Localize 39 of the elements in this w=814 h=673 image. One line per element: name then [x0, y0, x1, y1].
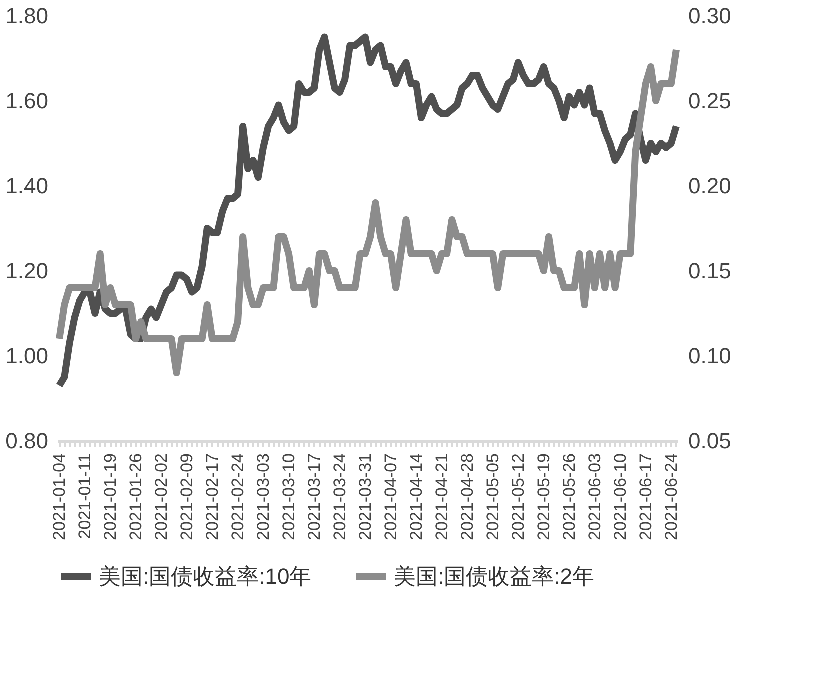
x-tick-label: 2021-06-10 — [610, 454, 630, 540]
y2-tick-label: 0.20 — [688, 174, 732, 198]
x-tick-label: 2021-03-17 — [304, 454, 324, 540]
y2-tick-label: 0.30 — [688, 4, 732, 28]
y-tick-label: 1.80 — [6, 4, 48, 28]
y2-tick-label: 0.10 — [688, 344, 732, 368]
y2-tick-label: 0.15 — [688, 258, 732, 284]
y-tick-label: 1.00 — [6, 344, 48, 368]
y-tick-label: 0.80 — [6, 428, 48, 454]
y-tick-label: 1.60 — [6, 88, 48, 114]
x-tick-label: 2021-03-03 — [254, 454, 273, 540]
x-tick-label: 2021-01-26 — [126, 454, 146, 540]
x-tick-label: 2021-02-02 — [152, 454, 172, 540]
y-tick-label: 1.40 — [6, 174, 48, 198]
x-tick-label: 2021-04-28 — [458, 454, 477, 540]
x-tick-label: 2021-01-19 — [101, 454, 120, 540]
x-tick-label: 2021-04-14 — [406, 454, 426, 540]
y2-tick-label: 0.05 — [688, 428, 732, 454]
x-tick-label: 2021-05-05 — [483, 454, 502, 540]
x-tick-label: 2021-06-24 — [662, 454, 681, 540]
x-tick-label: 2021-06-03 — [585, 454, 604, 540]
x-tick-label: 2021-01-04 — [50, 454, 70, 540]
x-tick-label: 2021-01-11 — [76, 454, 95, 540]
x-tick-label: 2021-04-07 — [381, 454, 400, 540]
x-tick-label: 2021-02-09 — [177, 454, 196, 540]
x-tick-label: 2021-02-24 — [228, 454, 248, 540]
x-tick-label: 2021-05-26 — [560, 454, 579, 540]
x-tick-label: 2021-03-24 — [330, 454, 350, 540]
y2-tick-label: 0.25 — [688, 88, 732, 114]
x-tick-label: 2021-02-17 — [202, 454, 222, 540]
x-tick-label: 2021-05-12 — [508, 454, 528, 540]
x-tick-label: 2021-06-17 — [636, 454, 656, 540]
y-tick-label: 1.20 — [6, 258, 48, 284]
x-tick-label: 2021-03-10 — [279, 454, 298, 540]
x-tick-label: 2021-05-19 — [534, 454, 554, 540]
x-tick-label: 2021-04-21 — [432, 454, 452, 540]
legend-label: 美国:国债收益率:2年 — [394, 564, 594, 589]
x-tick-label: 2021-03-31 — [356, 454, 375, 540]
legend-label: 美国:国债收益率:10年 — [99, 564, 312, 589]
